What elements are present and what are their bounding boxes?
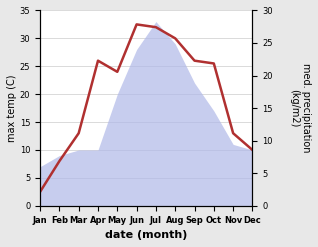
Y-axis label: med. precipitation
(kg/m2): med. precipitation (kg/m2) — [289, 63, 311, 153]
X-axis label: date (month): date (month) — [105, 230, 187, 240]
Y-axis label: max temp (C): max temp (C) — [7, 74, 17, 142]
